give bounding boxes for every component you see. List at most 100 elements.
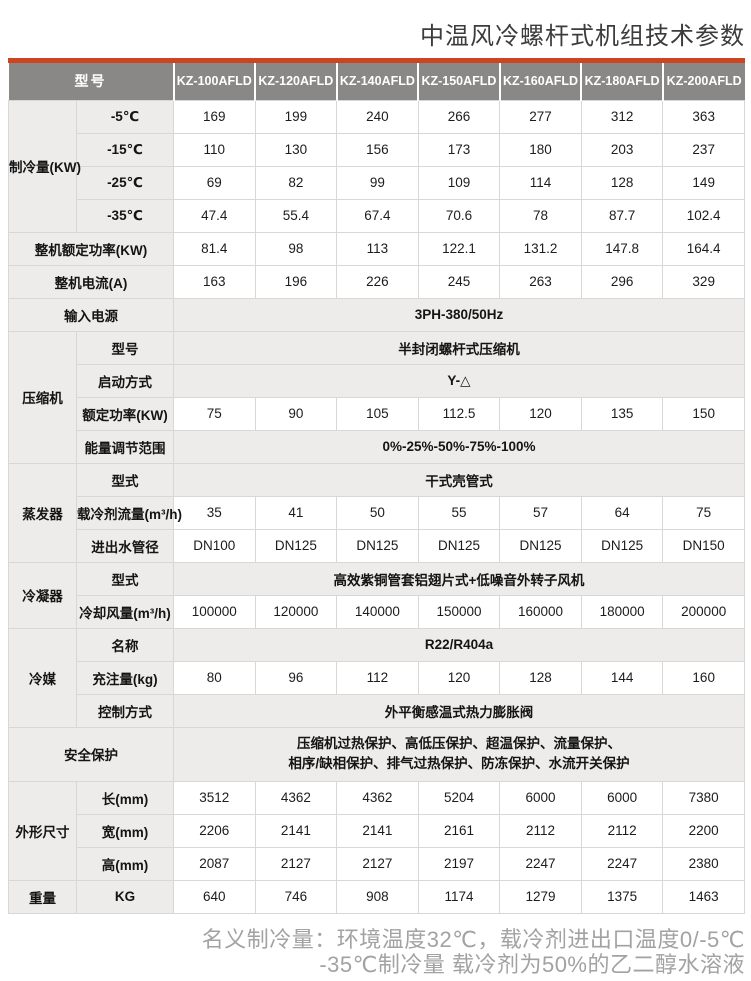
value-cell: 131.2	[499, 231, 582, 266]
value-cell: 47.4	[173, 198, 256, 233]
value-cell: 245	[417, 264, 501, 299]
value-cell: 150	[662, 396, 745, 431]
value-cell: 2127	[254, 846, 338, 881]
spec-row: -15℃ 110 130 156 173 180 203 237	[9, 132, 745, 167]
merged-value-cell: 压缩机过热保护、高低压保护、超温保护、流量保护、 相序/缺相保护、排气过热保护、防…	[173, 726, 745, 782]
section-label-cell: 重量	[8, 879, 77, 914]
value-cell: 78	[499, 198, 582, 233]
spec-row: 进出水管径 DN100 DN125 DN125 DN125 DN125 DN125 DN150	[9, 528, 745, 563]
row-label-cell: 型式	[76, 561, 174, 596]
value-cell: 110	[173, 132, 256, 167]
row-label-cell: 型式	[76, 462, 174, 497]
value-cell: 6000	[580, 780, 664, 815]
value-cell: 128	[499, 660, 582, 695]
value-cell: 130	[254, 132, 338, 167]
row-label-cell: 输入电源	[8, 297, 174, 332]
value-cell: 160000	[499, 594, 582, 629]
value-cell: 112.5	[417, 396, 501, 431]
merged-value-cell: 高效紫铜管套铝翅片式+低噪音外转子风机	[173, 561, 745, 596]
spec-row: 整机额定功率(KW) 81.4 98 113 122.1 131.2 147.8 164.4	[8, 231, 745, 266]
value-cell: 266	[417, 99, 501, 134]
value-cell: 57	[499, 495, 582, 530]
spec-row: 额定功率(KW) 75 90 105 112.5 120 135 150	[9, 396, 745, 431]
row-label-cell: 进出水管径	[76, 528, 174, 563]
value-cell: 120000	[254, 594, 338, 629]
row-label-cell: -5℃	[76, 99, 174, 134]
value-cell: 196	[254, 264, 338, 299]
value-cell: 2200	[662, 813, 745, 848]
row-label-cell: 宽(mm)	[76, 813, 174, 848]
value-cell: 2087	[173, 846, 256, 881]
merged-value-cell: R22/R404a	[173, 627, 745, 662]
value-cell: 363	[662, 99, 745, 134]
section-label-cell: 外形尺寸	[8, 780, 77, 881]
value-cell: 199	[254, 99, 338, 134]
section-label-cell: 压缩机	[8, 330, 77, 464]
row-label-cell: 整机额定功率(KW)	[8, 231, 174, 266]
spec-row: 启动方式 Y-△	[9, 363, 745, 398]
value-cell: 2112	[580, 813, 664, 848]
value-cell: 164.4	[662, 231, 745, 266]
value-cell: 180000	[580, 594, 664, 629]
spec-row: 高(mm) 2087 2127 2127 2197 2247 2247 2380	[9, 846, 745, 881]
value-cell: 96	[254, 660, 338, 695]
model-header-cell: KZ-120AFLD	[255, 63, 338, 100]
value-cell: 180	[499, 132, 582, 167]
value-cell: 64	[580, 495, 664, 530]
value-cell: 102.4	[662, 198, 745, 233]
spec-row: 冷凝器 型式 高效紫铜管套铝翅片式+低噪音外转子风机	[8, 561, 745, 629]
footnote-line-2: -35℃制冷量 载冷剂为50%的乙二醇水溶液	[319, 951, 745, 977]
value-cell: 99	[336, 165, 419, 200]
value-cell: 4362	[254, 780, 338, 815]
row-label-cell: KG	[76, 879, 174, 914]
spec-row: 冷媒 名称 R22/R404a	[8, 627, 745, 728]
row-label-cell: 载冷剂流量(m³/h)	[76, 495, 182, 530]
value-cell: 156	[336, 132, 419, 167]
merged-value-cell: 0%-25%-50%-75%-100%	[173, 429, 745, 464]
value-cell: 100000	[173, 594, 256, 629]
merged-value-cell: 干式壳管式	[173, 462, 745, 497]
value-cell: DN125	[417, 528, 501, 563]
value-cell: 105	[336, 396, 419, 431]
merged-value-cell: Y-△	[173, 363, 745, 398]
model-header-cell: KZ-140AFLD	[336, 63, 420, 100]
page-title: 中温风冷螺杆式机组技术参数	[420, 23, 745, 50]
merged-value-cell: 半封闭螺杆式压缩机	[173, 330, 745, 365]
value-cell: 2247	[499, 846, 582, 881]
spec-row: 压缩机 型号 半封闭螺杆式压缩机	[8, 330, 745, 464]
row-label-cell: -15℃	[76, 132, 174, 167]
footnote-line-1: 名义制冷量：环境温度32℃，载冷剂进出口温度0/-5℃	[201, 926, 745, 952]
value-cell: 135	[580, 396, 664, 431]
value-cell: DN125	[336, 528, 419, 563]
spec-row: 控制方式 外平衡感温式热力膨胀阀	[9, 693, 745, 728]
model-header-cell: KZ-150AFLD	[418, 63, 501, 100]
row-label-cell: 能量调节范围	[76, 429, 174, 464]
value-cell: 55.4	[254, 198, 338, 233]
value-cell: 80	[173, 660, 256, 695]
value-cell: 98	[254, 231, 338, 266]
row-label-cell: 整机电流(A)	[8, 264, 174, 299]
value-cell: 908	[336, 879, 419, 914]
value-cell: 6000	[499, 780, 582, 815]
value-cell: 140000	[336, 594, 419, 629]
value-cell: 312	[580, 99, 664, 134]
row-label-cell: 高(mm)	[76, 846, 174, 881]
value-cell: 50	[336, 495, 419, 530]
value-cell: 1174	[417, 879, 501, 914]
value-cell: DN100	[173, 528, 256, 563]
value-cell: DN150	[662, 528, 745, 563]
value-cell: 149	[662, 165, 745, 200]
merged-value-cell: 3PH-380/50Hz	[173, 297, 745, 332]
value-cell: 237	[662, 132, 745, 167]
value-cell: 144	[580, 660, 664, 695]
merged-value-cell: 外平衡感温式热力膨胀阀	[173, 693, 745, 728]
value-cell: 640	[173, 879, 256, 914]
section-label-cell: 制冷量(KW)	[8, 99, 81, 233]
value-cell: 2380	[662, 846, 745, 881]
value-cell: 240	[336, 99, 419, 134]
value-cell: 41	[254, 495, 338, 530]
value-cell: 329	[662, 264, 745, 299]
model-header-row: 型号 KZ-100AFLD KZ-120AFLD KZ-140AFLD KZ-150A…	[8, 63, 745, 100]
value-cell: 70.6	[417, 198, 501, 233]
value-cell: 87.7	[580, 198, 664, 233]
